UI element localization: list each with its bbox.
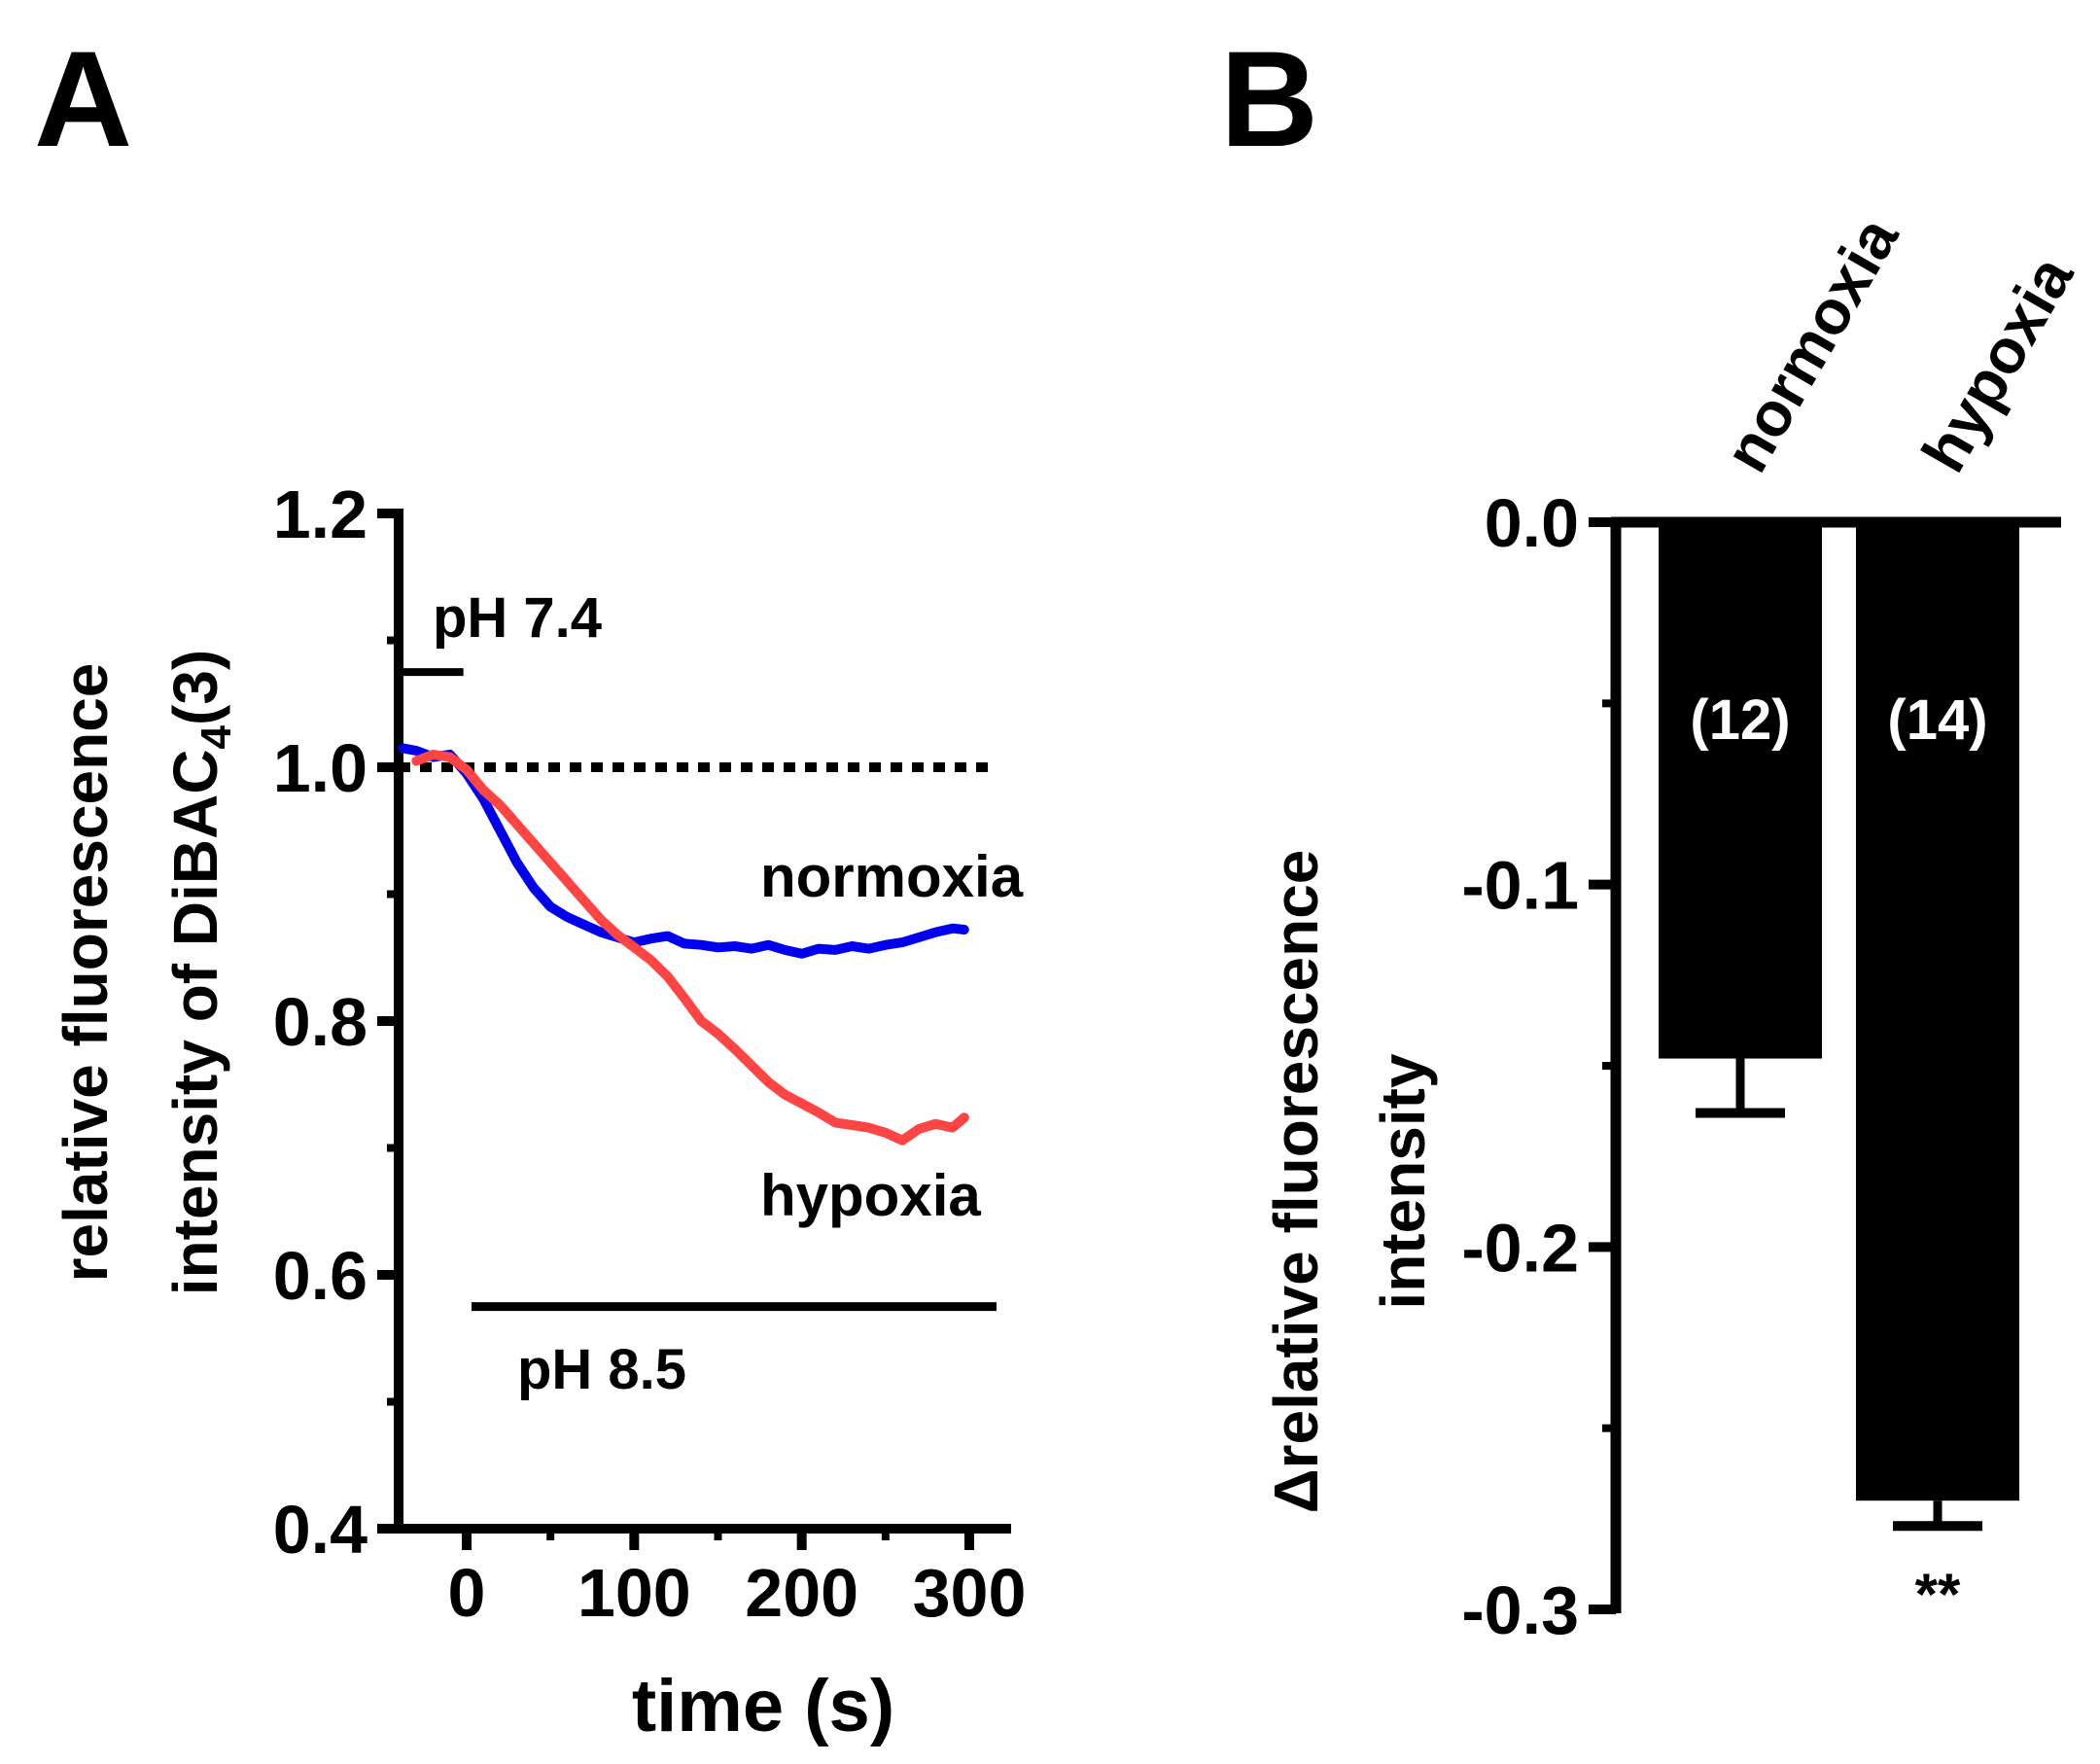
a-series (398, 743, 969, 1146)
a-xlabel: time (s) (632, 1665, 894, 1747)
b-n-label-hypoxia: (14) (1887, 688, 1987, 752)
b-category-label-normoxia: normoxia (1711, 205, 1912, 483)
a-legend-normoxia: normoxia (760, 844, 1024, 909)
b-ylabel-line2: intensity (1368, 1053, 1438, 1310)
a-axes: 0.4 0.6 0.8 1.0 1.2 0 100 200 300 (273, 476, 1027, 1631)
panel-b-label: B (1220, 22, 1318, 175)
a-ytick-label: 0.4 (273, 1492, 368, 1568)
a-ylabel-line1: relative fluorescence (51, 663, 121, 1283)
a-ylabel-line2: intensity of DiBAC4(3) (160, 650, 240, 1295)
a-xtick-label: 0 (448, 1555, 486, 1631)
b-ytick-label: -0.3 (1461, 1572, 1579, 1648)
a-ytick-label: 0.6 (273, 1238, 368, 1314)
b-bar-normoxia (1659, 522, 1822, 1059)
a-series-line-hypoxia (411, 749, 969, 1146)
a-ph-switch-label: pH 8.5 (517, 1338, 686, 1401)
a-annotations: pH 7.4 pH 8.5 normoxia hypoxia (399, 586, 1024, 1401)
panel-a-label: A (34, 22, 132, 175)
b-significance-hypoxia: ** (1915, 1562, 1961, 1627)
a-ytick-label: 1.2 (273, 476, 368, 552)
b-bars: (12) normoxia (14) hypoxia ** (1659, 205, 2086, 1627)
b-bar-hypoxia (1856, 522, 2019, 1501)
a-ytick-label: 1.0 (273, 730, 368, 806)
b-category-label-hypoxia: hypoxia (1908, 244, 2086, 483)
a-xtick-label: 200 (745, 1555, 858, 1631)
a-ylabel-suffix: (3) (160, 650, 230, 725)
a-ylabel-prefix: intensity of DiBAC (160, 749, 230, 1295)
b-ytick-label: -0.1 (1461, 848, 1579, 924)
a-ytick-label: 0.8 (273, 984, 368, 1060)
b-ylabel-line1: Δrelative fluorescence (1261, 850, 1331, 1514)
panel-a-line-chart: relative fluorescence intensity of DiBAC… (51, 476, 1026, 1747)
a-ph-initial-label: pH 7.4 (433, 586, 602, 650)
b-n-label-normoxia: (12) (1690, 688, 1790, 752)
a-legend-hypoxia: hypoxia (760, 1163, 981, 1228)
a-xtick-label: 300 (913, 1555, 1027, 1631)
panel-b-bar-chart: Δrelative fluorescence intensity 0.0 -0.1… (1261, 205, 2086, 1648)
a-xtick-label: 100 (578, 1555, 691, 1631)
b-ytick-label: 0.0 (1485, 485, 1579, 561)
a-series-line-normoxia (398, 743, 969, 959)
b-ytick-label: -0.2 (1461, 1210, 1579, 1286)
a-ylabel-subscript: 4 (192, 724, 240, 749)
